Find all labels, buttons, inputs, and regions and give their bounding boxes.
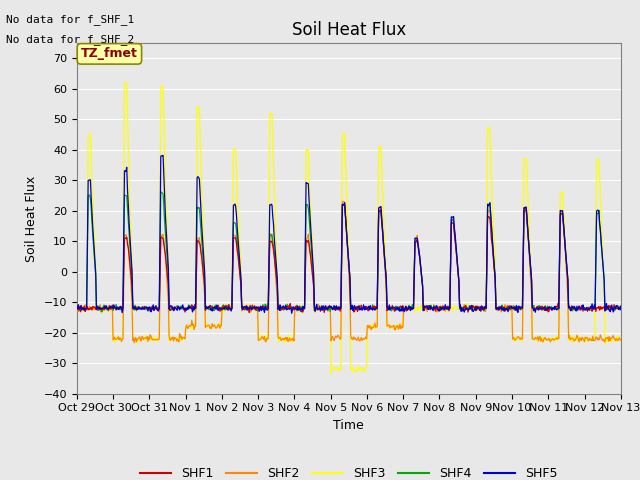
SHF2 bbox=[617, 337, 625, 343]
SHF4 bbox=[98, 309, 106, 315]
Text: TZ_fmet: TZ_fmet bbox=[81, 48, 138, 60]
SHF4 bbox=[417, 261, 424, 267]
Text: No data for f_SHF_2: No data for f_SHF_2 bbox=[6, 34, 134, 45]
Legend: SHF1, SHF2, SHF3, SHF4, SHF5: SHF1, SHF2, SHF3, SHF4, SHF5 bbox=[134, 462, 563, 480]
SHF2 bbox=[73, 306, 81, 312]
SHF3 bbox=[433, 306, 440, 312]
Line: SHF1: SHF1 bbox=[77, 204, 621, 312]
SHF3 bbox=[140, 335, 147, 341]
SHF4 bbox=[140, 306, 147, 312]
SHF5 bbox=[83, 305, 90, 311]
SHF4 bbox=[157, 189, 165, 195]
SHF2 bbox=[223, 307, 231, 312]
SHF1 bbox=[417, 261, 424, 267]
SHF3 bbox=[417, 305, 424, 311]
SHF5 bbox=[617, 303, 625, 309]
SHF4 bbox=[83, 305, 90, 311]
SHF2 bbox=[131, 340, 138, 346]
SHF3 bbox=[83, 305, 90, 311]
Text: No data for f_SHF_1: No data for f_SHF_1 bbox=[6, 14, 134, 25]
Line: SHF2: SHF2 bbox=[77, 201, 621, 343]
Line: SHF4: SHF4 bbox=[77, 192, 621, 312]
SHF5 bbox=[195, 175, 202, 180]
SHF1 bbox=[194, 238, 202, 243]
Line: SHF5: SHF5 bbox=[77, 156, 621, 313]
SHF2 bbox=[195, 236, 202, 242]
SHF3 bbox=[120, 79, 128, 85]
SHF3 bbox=[223, 304, 231, 310]
SHF2 bbox=[417, 260, 424, 265]
SHF1 bbox=[246, 310, 253, 315]
SHF5 bbox=[223, 307, 231, 312]
SHF2 bbox=[140, 336, 147, 342]
SHF2 bbox=[433, 308, 440, 314]
SHF3 bbox=[195, 104, 202, 110]
SHF5 bbox=[139, 304, 147, 310]
SHF4 bbox=[224, 302, 232, 308]
SHF1 bbox=[340, 201, 348, 207]
SHF4 bbox=[433, 306, 440, 312]
SHF1 bbox=[83, 306, 90, 312]
SHF1 bbox=[139, 305, 147, 311]
SHF2 bbox=[83, 307, 90, 313]
SHF2 bbox=[339, 198, 347, 204]
SHF4 bbox=[196, 205, 204, 211]
SHF5 bbox=[159, 153, 167, 158]
SHF3 bbox=[617, 336, 625, 342]
Line: SHF3: SHF3 bbox=[77, 82, 621, 373]
SHF5 bbox=[433, 303, 440, 309]
SHF4 bbox=[73, 305, 81, 311]
SHF4 bbox=[617, 303, 625, 309]
SHF3 bbox=[73, 303, 81, 309]
SHF1 bbox=[73, 303, 81, 309]
Y-axis label: Soil Heat Flux: Soil Heat Flux bbox=[25, 175, 38, 262]
SHF1 bbox=[617, 306, 625, 312]
SHF1 bbox=[223, 303, 230, 309]
SHF1 bbox=[433, 305, 440, 311]
X-axis label: Time: Time bbox=[333, 419, 364, 432]
SHF5 bbox=[73, 305, 81, 311]
SHF5 bbox=[417, 260, 424, 265]
SHF3 bbox=[327, 371, 335, 376]
SHF5 bbox=[288, 311, 296, 316]
Title: Soil Heat Flux: Soil Heat Flux bbox=[292, 21, 406, 39]
